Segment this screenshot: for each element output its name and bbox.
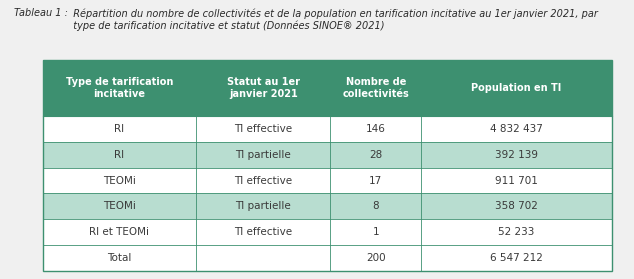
Text: TI effective: TI effective <box>234 175 292 186</box>
Bar <box>43 60 612 271</box>
Bar <box>43 168 612 194</box>
Text: Nombre de
collectivités: Nombre de collectivités <box>342 77 409 99</box>
Text: TI effective: TI effective <box>234 124 292 134</box>
Text: Tableau 1 :: Tableau 1 : <box>14 8 68 18</box>
Bar <box>43 194 612 219</box>
Text: Type de tarification
incitative: Type de tarification incitative <box>66 77 173 99</box>
Text: 52 233: 52 233 <box>498 227 534 237</box>
Bar <box>43 60 612 116</box>
Text: TEOMi: TEOMi <box>103 175 136 186</box>
Text: Population en TI: Population en TI <box>471 83 561 93</box>
Text: 911 701: 911 701 <box>495 175 538 186</box>
Text: 200: 200 <box>366 253 385 263</box>
Text: 146: 146 <box>366 124 385 134</box>
Text: RI et TEOMi: RI et TEOMi <box>89 227 150 237</box>
Text: Statut au 1er
janvier 2021: Statut au 1er janvier 2021 <box>227 77 300 99</box>
Text: RI: RI <box>114 150 124 160</box>
Text: 8: 8 <box>373 201 379 211</box>
Bar <box>43 219 612 245</box>
Text: 6 547 212: 6 547 212 <box>490 253 543 263</box>
Text: TI partielle: TI partielle <box>235 201 291 211</box>
Text: 17: 17 <box>369 175 382 186</box>
Text: 1: 1 <box>373 227 379 237</box>
Text: Répartition du nombre de collectivités et de la population en tarification incit: Répartition du nombre de collectivités e… <box>67 8 597 31</box>
Text: 392 139: 392 139 <box>495 150 538 160</box>
Text: Total: Total <box>107 253 131 263</box>
Text: 28: 28 <box>369 150 382 160</box>
Text: 4 832 437: 4 832 437 <box>490 124 543 134</box>
Text: TI effective: TI effective <box>234 227 292 237</box>
Bar <box>43 245 612 271</box>
Text: 358 702: 358 702 <box>495 201 538 211</box>
Text: RI: RI <box>114 124 124 134</box>
Text: TEOMi: TEOMi <box>103 201 136 211</box>
Bar <box>43 142 612 168</box>
Text: TI partielle: TI partielle <box>235 150 291 160</box>
Bar <box>43 116 612 142</box>
